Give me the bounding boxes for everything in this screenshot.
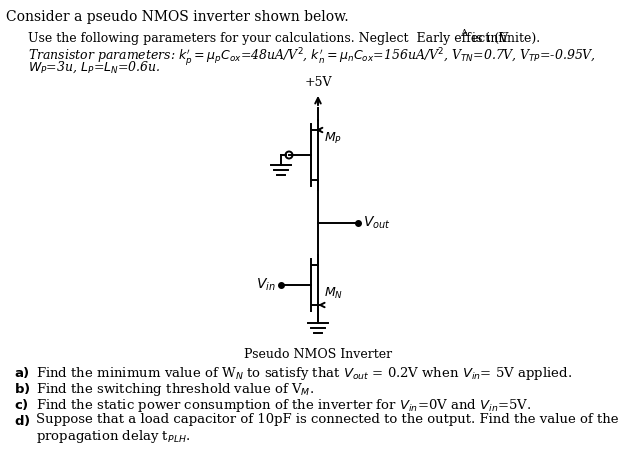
Text: $V_{out}$: $V_{out}$ (363, 214, 390, 231)
Text: $V_{in}$: $V_{in}$ (256, 277, 276, 293)
Text: propagation delay t$_{PLH}$.: propagation delay t$_{PLH}$. (36, 428, 191, 445)
Text: Find the static power consumption of the inverter for $V_{in}$=0V and $V_{in}$=5: Find the static power consumption of the… (36, 397, 531, 414)
Text: +5V: +5V (304, 76, 332, 89)
Text: A: A (460, 29, 467, 38)
Text: is infinite).: is infinite). (468, 32, 540, 45)
Text: Find the minimum value of W$_N$ to satisfy that $V_{out}$ = 0.2V when $V_{in}$= : Find the minimum value of W$_N$ to satis… (36, 365, 572, 382)
Text: Pseudo NMOS Inverter: Pseudo NMOS Inverter (244, 348, 392, 361)
Text: Transistor parameters: $k_p'=\mu_pC_{ox}$=48uA/V$^2$, $k_n'=\mu_nC_{ox}$=156uA/V: Transistor parameters: $k_p'=\mu_pC_{ox}… (28, 46, 596, 68)
Text: Consider a pseudo NMOS inverter shown below.: Consider a pseudo NMOS inverter shown be… (6, 10, 349, 24)
Text: $M_N$: $M_N$ (324, 286, 343, 301)
Text: $M_P$: $M_P$ (324, 130, 342, 146)
Text: Use the following parameters for your calculations. Neglect  Early effect (V: Use the following parameters for your ca… (28, 32, 508, 45)
Text: $W_P$=3u, $L_P$=$L_N$=0.6u.: $W_P$=3u, $L_P$=$L_N$=0.6u. (28, 60, 161, 75)
Text: $\mathbf{a)}$: $\mathbf{a)}$ (14, 365, 30, 380)
Text: Suppose that a load capacitor of 10pF is connected to the output. Find the value: Suppose that a load capacitor of 10pF is… (36, 413, 618, 426)
Text: $\mathbf{d)}$: $\mathbf{d)}$ (14, 413, 31, 428)
Text: $\mathbf{c)}$: $\mathbf{c)}$ (14, 397, 29, 412)
Text: $\mathbf{b)}$: $\mathbf{b)}$ (14, 381, 31, 396)
Text: Find the switching threshold value of V$_M$.: Find the switching threshold value of V$… (36, 381, 314, 398)
